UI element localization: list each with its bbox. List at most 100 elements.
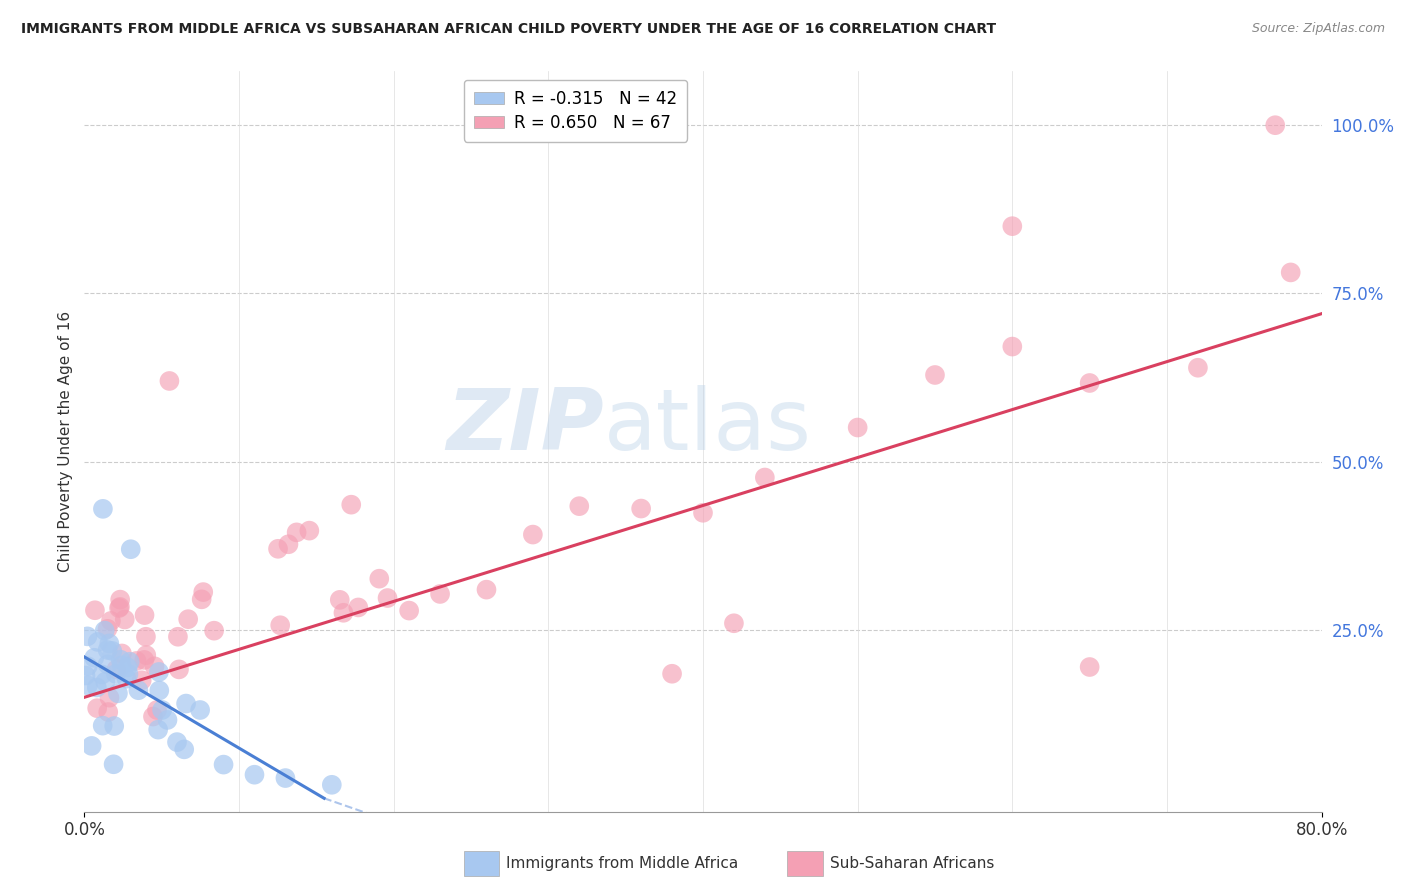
Point [108,592,131,607]
Text: Source: ZipAtlas.com: Source: ZipAtlas.com [1251,22,1385,36]
Point [1264,118,1286,132]
Point [661,666,683,681]
Point [86,701,108,715]
Point [522,527,544,541]
Point [167,662,190,676]
Point [202,624,225,638]
Point [285,525,308,540]
Point [1187,360,1209,375]
Point [846,420,869,434]
Point [111,658,134,673]
Point [100,614,122,628]
Point [159,374,180,388]
Point [148,683,170,698]
Point [87,635,110,649]
Point [174,697,197,711]
Point [475,582,498,597]
Point [120,542,142,557]
Point [83,650,105,665]
Text: IMMIGRANTS FROM MIDDLE AFRICA VS SUBSAHARAN AFRICAN CHILD POVERTY UNDER THE AGE : IMMIGRANTS FROM MIDDLE AFRICA VS SUBSAHA… [21,22,997,37]
Point [107,686,129,700]
Point [108,601,131,615]
Point [146,723,169,737]
Point [193,585,215,599]
Point [723,616,745,631]
Point [332,606,354,620]
Point [86,681,108,695]
Point [80,739,103,753]
Point [143,659,166,673]
Point [98,690,121,705]
Point [329,592,352,607]
Point [91,501,114,516]
Point [101,644,124,658]
Point [924,368,946,382]
Point [429,587,451,601]
Point [117,660,139,674]
Point [98,636,121,650]
Point [97,705,120,719]
Point [277,537,299,551]
Point [368,572,391,586]
Point [142,709,165,723]
Point [692,506,714,520]
Point [377,591,399,605]
Point [267,541,290,556]
Point [118,655,141,669]
Point [94,674,117,689]
Point [111,647,134,661]
Point [269,618,291,632]
Point [321,778,343,792]
Point [173,742,195,756]
Point [114,612,136,626]
Point [190,592,212,607]
Point [97,622,120,636]
Legend: R = -0.315   N = 42, R = 0.650   N = 67: R = -0.315 N = 42, R = 0.650 N = 67 [464,79,688,142]
Point [76,659,98,673]
Point [1279,265,1302,279]
Point [91,667,114,681]
Point [212,757,235,772]
Point [77,678,100,692]
Point [108,599,131,614]
Text: Sub-Saharan Africans: Sub-Saharan Africans [830,856,994,871]
Point [134,608,156,623]
Point [105,662,128,676]
Point [1078,376,1101,390]
Point [135,648,157,662]
Y-axis label: Child Poverty Under the Age of 16: Child Poverty Under the Age of 16 [58,311,73,572]
Point [243,767,266,781]
Point [134,653,156,667]
Point [135,630,157,644]
Point [166,735,188,749]
Point [150,703,173,717]
Point [1001,219,1024,234]
Point [76,629,98,643]
Point [754,470,776,484]
Point [398,604,420,618]
Point [75,668,97,682]
Point [298,524,321,538]
Point [104,667,127,681]
Point [177,612,200,626]
Point [148,665,170,679]
Point [568,499,591,513]
Point [125,654,148,668]
Point [91,719,114,733]
Point [96,657,118,672]
Point [156,713,179,727]
Point [347,600,370,615]
Point [340,498,363,512]
Point [630,501,652,516]
Point [146,703,169,717]
Point [97,643,120,657]
Text: Immigrants from Middle Africa: Immigrants from Middle Africa [506,856,738,871]
Point [103,719,125,733]
Point [188,703,211,717]
Point [274,771,297,785]
Point [1001,340,1024,354]
Point [84,603,107,617]
Text: ZIP: ZIP [446,385,605,468]
Point [167,630,190,644]
Point [131,673,153,688]
